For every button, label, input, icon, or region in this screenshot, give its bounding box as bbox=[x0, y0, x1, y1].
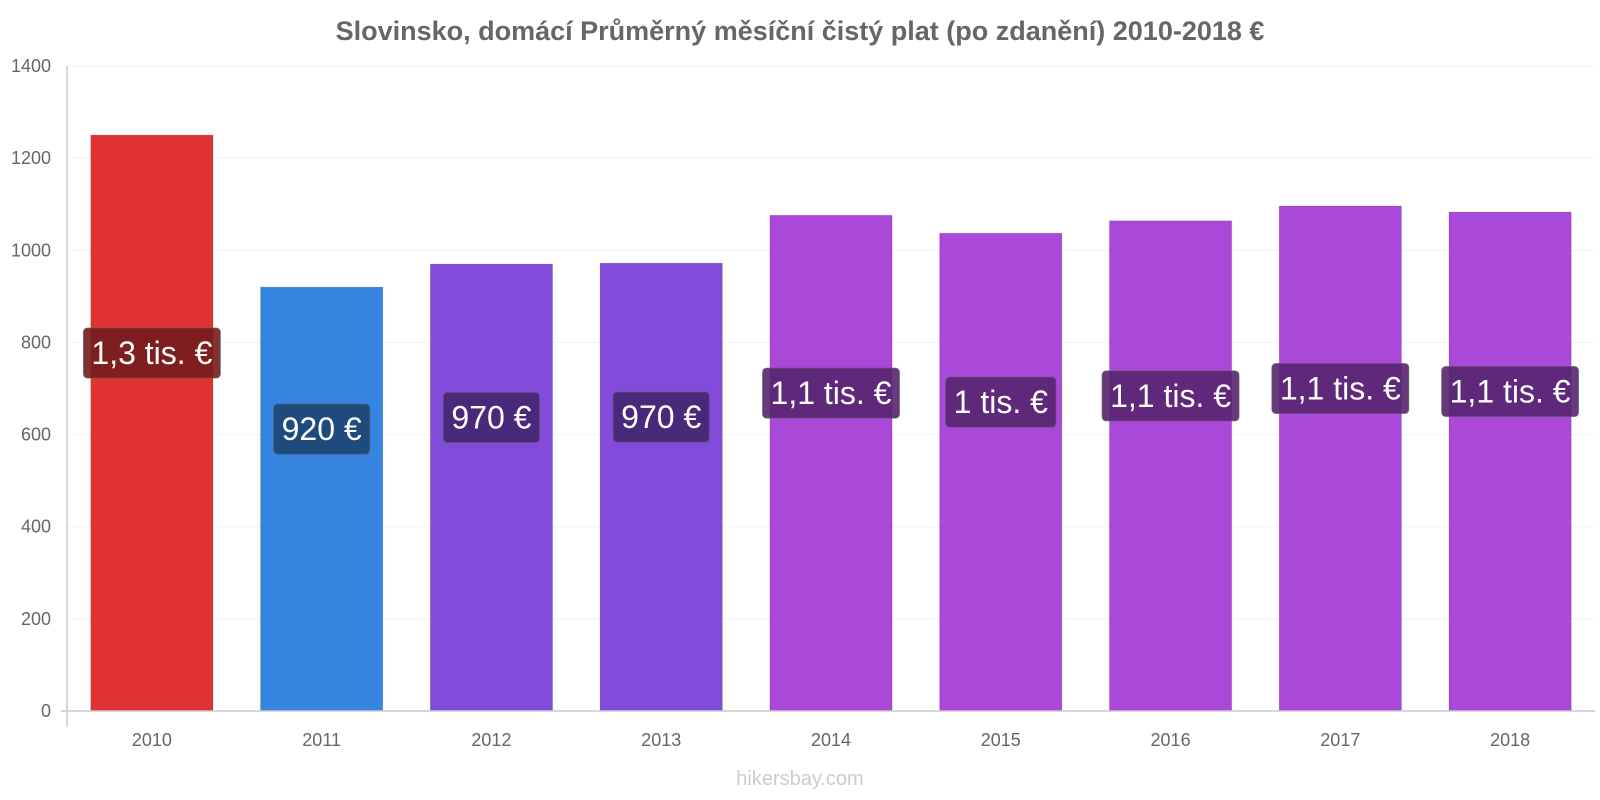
value-label: 920 € bbox=[273, 403, 371, 455]
x-tick-label: 2018 bbox=[1490, 730, 1530, 750]
y-tick-label: 800 bbox=[21, 332, 51, 352]
value-label: 1,3 tis. € bbox=[82, 327, 221, 379]
bar bbox=[599, 262, 723, 712]
value-label-box bbox=[273, 403, 371, 455]
bar bbox=[769, 214, 893, 712]
y-tick-label: 200 bbox=[21, 609, 51, 629]
bar bbox=[260, 286, 384, 712]
value-label: 1 tis. € bbox=[945, 376, 1057, 428]
value-label: 970 € bbox=[442, 392, 540, 444]
value-label-box bbox=[1101, 370, 1240, 422]
value-label-box bbox=[82, 327, 221, 379]
value-label-text: 1,1 tis. € bbox=[1280, 371, 1401, 407]
chart-title: Slovinsko, domácí Průměrný měsíční čistý… bbox=[335, 16, 1265, 46]
x-tick-label: 2013 bbox=[641, 730, 681, 750]
footer-watermark: hikersbay.com bbox=[736, 768, 864, 790]
value-label: 1,1 tis. € bbox=[1271, 363, 1410, 415]
value-label: 1,1 tis. € bbox=[762, 367, 900, 419]
y-tick-label: 600 bbox=[21, 425, 51, 445]
value-label-text: 1,3 tis. € bbox=[91, 335, 212, 371]
value-label-text: 1,1 tis. € bbox=[1450, 374, 1571, 410]
x-tick-label: 2015 bbox=[981, 730, 1021, 750]
value-label-text: 970 € bbox=[451, 400, 531, 436]
value-label-text: 1,1 tis. € bbox=[1110, 378, 1231, 414]
value-label: 970 € bbox=[612, 391, 710, 443]
value-label-text: 920 € bbox=[282, 411, 362, 447]
y-tick-label: 400 bbox=[21, 517, 51, 537]
value-label: 1,1 tis. € bbox=[1101, 370, 1240, 422]
value-label-text: 1 tis. € bbox=[954, 384, 1048, 420]
x-tick-label: 2016 bbox=[1151, 730, 1191, 750]
x-tick-label: 2010 bbox=[132, 730, 172, 750]
axes: 0 200 400 600 800 1000 1200 1400 2010 2011 2012 201… bbox=[11, 56, 1595, 750]
value-label-box bbox=[762, 367, 900, 419]
y-tick-label: 1200 bbox=[11, 148, 51, 168]
bar bbox=[429, 263, 554, 712]
value-label-box bbox=[1271, 363, 1410, 415]
bar bbox=[1278, 205, 1402, 712]
value-label-box bbox=[612, 391, 710, 443]
value-label-text: 970 € bbox=[621, 399, 701, 435]
bar bbox=[1108, 220, 1233, 712]
bar bbox=[939, 232, 1063, 712]
value-label-box bbox=[945, 376, 1057, 428]
bars bbox=[90, 134, 1572, 712]
bar bbox=[1448, 211, 1572, 712]
value-label-box bbox=[1441, 366, 1580, 418]
x-tick-label: 2012 bbox=[471, 730, 511, 750]
y-tick-label: 1400 bbox=[11, 56, 51, 76]
x-tick-label: 2014 bbox=[811, 730, 851, 750]
x-tick-label: 2017 bbox=[1320, 730, 1360, 750]
bar bbox=[90, 134, 214, 712]
y-tick-label: 1000 bbox=[11, 240, 51, 260]
x-tick-label: 2011 bbox=[302, 730, 341, 750]
y-tick-label: 0 bbox=[41, 701, 51, 721]
value-label-box bbox=[442, 392, 540, 444]
value-label: 1,1 tis. € bbox=[1441, 366, 1580, 418]
value-labels: 1,3 tis. € 920 € 970 € 970 € 1,1 tis. € 1 tis… bbox=[82, 327, 1580, 455]
value-label-text: 1,1 tis. € bbox=[771, 375, 892, 411]
